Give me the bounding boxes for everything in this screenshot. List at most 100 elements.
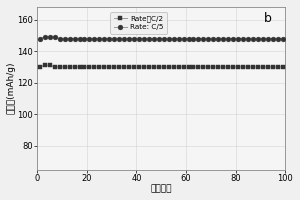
Rate：C/2 — [162, 66, 166, 68]
Rate：C/2 — [122, 66, 126, 68]
Rate: C/5: (93, 148): C/5: (93, 148) — [266, 37, 270, 40]
Rate: C/5: (13, 148): C/5: (13, 148) — [68, 37, 71, 40]
Rate: C/5: (81, 148): C/5: (81, 148) — [236, 37, 240, 40]
Rate: C/5: (15, 148): C/5: (15, 148) — [73, 37, 76, 40]
Rate：C/2 — [226, 66, 230, 68]
Rate：C/2 — [271, 66, 275, 68]
Rate：C/2 — [98, 66, 101, 68]
Rate：C/2 — [53, 66, 56, 68]
Rate：C/2 — [246, 66, 250, 68]
Line: Rate：C/2: Rate：C/2 — [38, 63, 285, 69]
Rate: C/5: (19, 148): C/5: (19, 148) — [83, 37, 86, 40]
Rate：C/2 — [107, 66, 111, 68]
X-axis label: 循环次数: 循环次数 — [151, 184, 172, 193]
Rate: C/5: (5, 149): C/5: (5, 149) — [48, 36, 52, 38]
Rate：C/2 — [196, 66, 200, 68]
Rate：C/2 — [281, 66, 284, 68]
Rate：C/2 — [142, 66, 146, 68]
Rate：C/2 — [251, 66, 255, 68]
Rate: C/5: (21, 148): C/5: (21, 148) — [88, 37, 91, 40]
Y-axis label: 比容量(mAh/g): 比容量(mAh/g) — [7, 62, 16, 114]
Rate：C/2 — [127, 66, 131, 68]
Rate: C/5: (43, 148): C/5: (43, 148) — [142, 37, 146, 40]
Rate: C/5: (47, 148): C/5: (47, 148) — [152, 37, 156, 40]
Legend: Rate：C/2, Rate: C/5: Rate：C/2, Rate: C/5 — [110, 12, 167, 34]
Rate: C/5: (83, 148): C/5: (83, 148) — [241, 37, 245, 40]
Rate: C/5: (65, 148): C/5: (65, 148) — [196, 37, 200, 40]
Rate：C/2 — [152, 66, 156, 68]
Rate：C/2 — [137, 66, 141, 68]
Rate：C/2 — [103, 66, 106, 68]
Rate: C/5: (75, 148): C/5: (75, 148) — [221, 37, 225, 40]
Rate：C/2 — [221, 66, 225, 68]
Rate：C/2 — [78, 66, 81, 68]
Rate：C/2 — [93, 66, 96, 68]
Rate：C/2 — [132, 66, 136, 68]
Rate: C/5: (63, 148): C/5: (63, 148) — [192, 37, 195, 40]
Rate：C/2 — [157, 66, 160, 68]
Rate: C/5: (3, 149): C/5: (3, 149) — [43, 36, 46, 38]
Rate: C/5: (27, 148): C/5: (27, 148) — [103, 37, 106, 40]
Rate：C/2 — [43, 64, 46, 67]
Rate: C/5: (59, 148): C/5: (59, 148) — [182, 37, 185, 40]
Rate：C/2 — [48, 64, 52, 67]
Rate: C/5: (31, 148): C/5: (31, 148) — [112, 37, 116, 40]
Rate：C/2 — [192, 66, 195, 68]
Text: b: b — [264, 12, 272, 25]
Rate: C/5: (85, 148): C/5: (85, 148) — [246, 37, 250, 40]
Rate: C/5: (39, 148): C/5: (39, 148) — [132, 37, 136, 40]
Rate：C/2 — [38, 66, 42, 68]
Rate：C/2 — [172, 66, 175, 68]
Rate: C/5: (41, 148): C/5: (41, 148) — [137, 37, 141, 40]
Rate: C/5: (71, 148): C/5: (71, 148) — [212, 37, 215, 40]
Rate: C/5: (61, 148): C/5: (61, 148) — [187, 37, 190, 40]
Rate: C/5: (35, 148): C/5: (35, 148) — [122, 37, 126, 40]
Rate：C/2 — [147, 66, 151, 68]
Rate：C/2 — [231, 66, 235, 68]
Rate：C/2 — [212, 66, 215, 68]
Rate：C/2 — [276, 66, 280, 68]
Rate: C/5: (69, 148): C/5: (69, 148) — [207, 37, 210, 40]
Rate: C/5: (95, 148): C/5: (95, 148) — [271, 37, 275, 40]
Rate: C/5: (25, 148): C/5: (25, 148) — [98, 37, 101, 40]
Rate: C/5: (33, 148): C/5: (33, 148) — [117, 37, 121, 40]
Rate：C/2 — [73, 66, 76, 68]
Rate: C/5: (17, 148): C/5: (17, 148) — [78, 37, 81, 40]
Rate：C/2 — [256, 66, 260, 68]
Rate: C/5: (55, 148): C/5: (55, 148) — [172, 37, 175, 40]
Rate: C/5: (7, 149): C/5: (7, 149) — [53, 36, 56, 38]
Rate：C/2 — [177, 66, 180, 68]
Rate: C/5: (49, 148): C/5: (49, 148) — [157, 37, 160, 40]
Rate: C/5: (37, 148): C/5: (37, 148) — [127, 37, 131, 40]
Rate：C/2 — [112, 66, 116, 68]
Rate: C/5: (53, 148): C/5: (53, 148) — [167, 37, 170, 40]
Rate: C/5: (29, 148): C/5: (29, 148) — [107, 37, 111, 40]
Rate：C/2 — [261, 66, 265, 68]
Rate：C/2 — [68, 66, 71, 68]
Rate: C/5: (91, 148): C/5: (91, 148) — [261, 37, 265, 40]
Rate：C/2 — [207, 66, 210, 68]
Rate: C/5: (87, 148): C/5: (87, 148) — [251, 37, 255, 40]
Rate：C/2 — [117, 66, 121, 68]
Rate：C/2 — [58, 66, 61, 68]
Rate: C/5: (89, 148): C/5: (89, 148) — [256, 37, 260, 40]
Rate: C/5: (11, 148): C/5: (11, 148) — [63, 37, 66, 40]
Rate: C/5: (73, 148): C/5: (73, 148) — [217, 37, 220, 40]
Rate：C/2 — [187, 66, 190, 68]
Rate：C/2 — [63, 66, 66, 68]
Rate: C/5: (77, 148): C/5: (77, 148) — [226, 37, 230, 40]
Rate: C/5: (45, 148): C/5: (45, 148) — [147, 37, 151, 40]
Rate：C/2 — [241, 66, 245, 68]
Rate：C/2 — [83, 66, 86, 68]
Rate: C/5: (23, 148): C/5: (23, 148) — [93, 37, 96, 40]
Rate：C/2 — [167, 66, 170, 68]
Rate: C/5: (9, 148): C/5: (9, 148) — [58, 37, 61, 40]
Rate: C/5: (97, 148): C/5: (97, 148) — [276, 37, 280, 40]
Rate：C/2 — [266, 66, 270, 68]
Rate: C/5: (57, 148): C/5: (57, 148) — [177, 37, 180, 40]
Rate：C/2 — [182, 66, 185, 68]
Rate：C/2 — [88, 66, 91, 68]
Rate: C/5: (1, 148): C/5: (1, 148) — [38, 37, 42, 40]
Rate: C/5: (99, 148): C/5: (99, 148) — [281, 37, 284, 40]
Rate: C/5: (67, 148): C/5: (67, 148) — [202, 37, 205, 40]
